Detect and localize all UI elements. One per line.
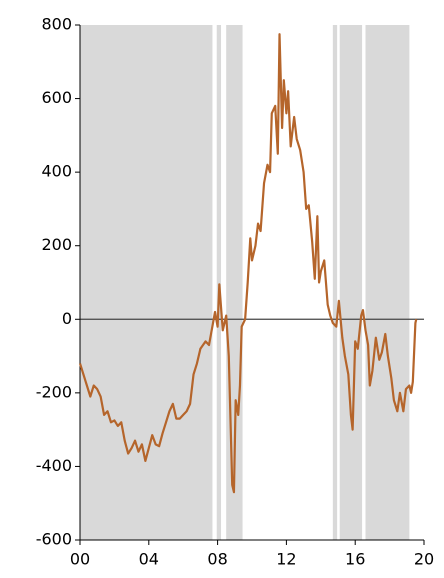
- y-tick-label: -200: [36, 382, 72, 401]
- x-tick-label: 00: [70, 550, 90, 569]
- data-line: [78, 33, 418, 494]
- y-tick-label: 600: [41, 88, 72, 107]
- y-tick-label: 800: [41, 15, 72, 34]
- shaded-region: [332, 25, 338, 540]
- y-tick-label: -400: [36, 456, 72, 475]
- y-tick-label: -600: [36, 530, 72, 549]
- x-tick-label: 08: [207, 550, 227, 569]
- y-tick-label: 400: [41, 162, 72, 181]
- x-tick-label: 16: [345, 550, 365, 569]
- shaded-region: [80, 25, 213, 540]
- shaded-region: [339, 25, 363, 540]
- shaded-region: [216, 25, 222, 540]
- x-tick-label: 04: [139, 550, 159, 569]
- x-tick-label: 12: [276, 550, 296, 569]
- shaded-region: [365, 25, 410, 540]
- y-tick-label: 0: [62, 309, 72, 328]
- x-tick-label: 20: [414, 550, 434, 569]
- y-tick-label: 200: [41, 235, 72, 254]
